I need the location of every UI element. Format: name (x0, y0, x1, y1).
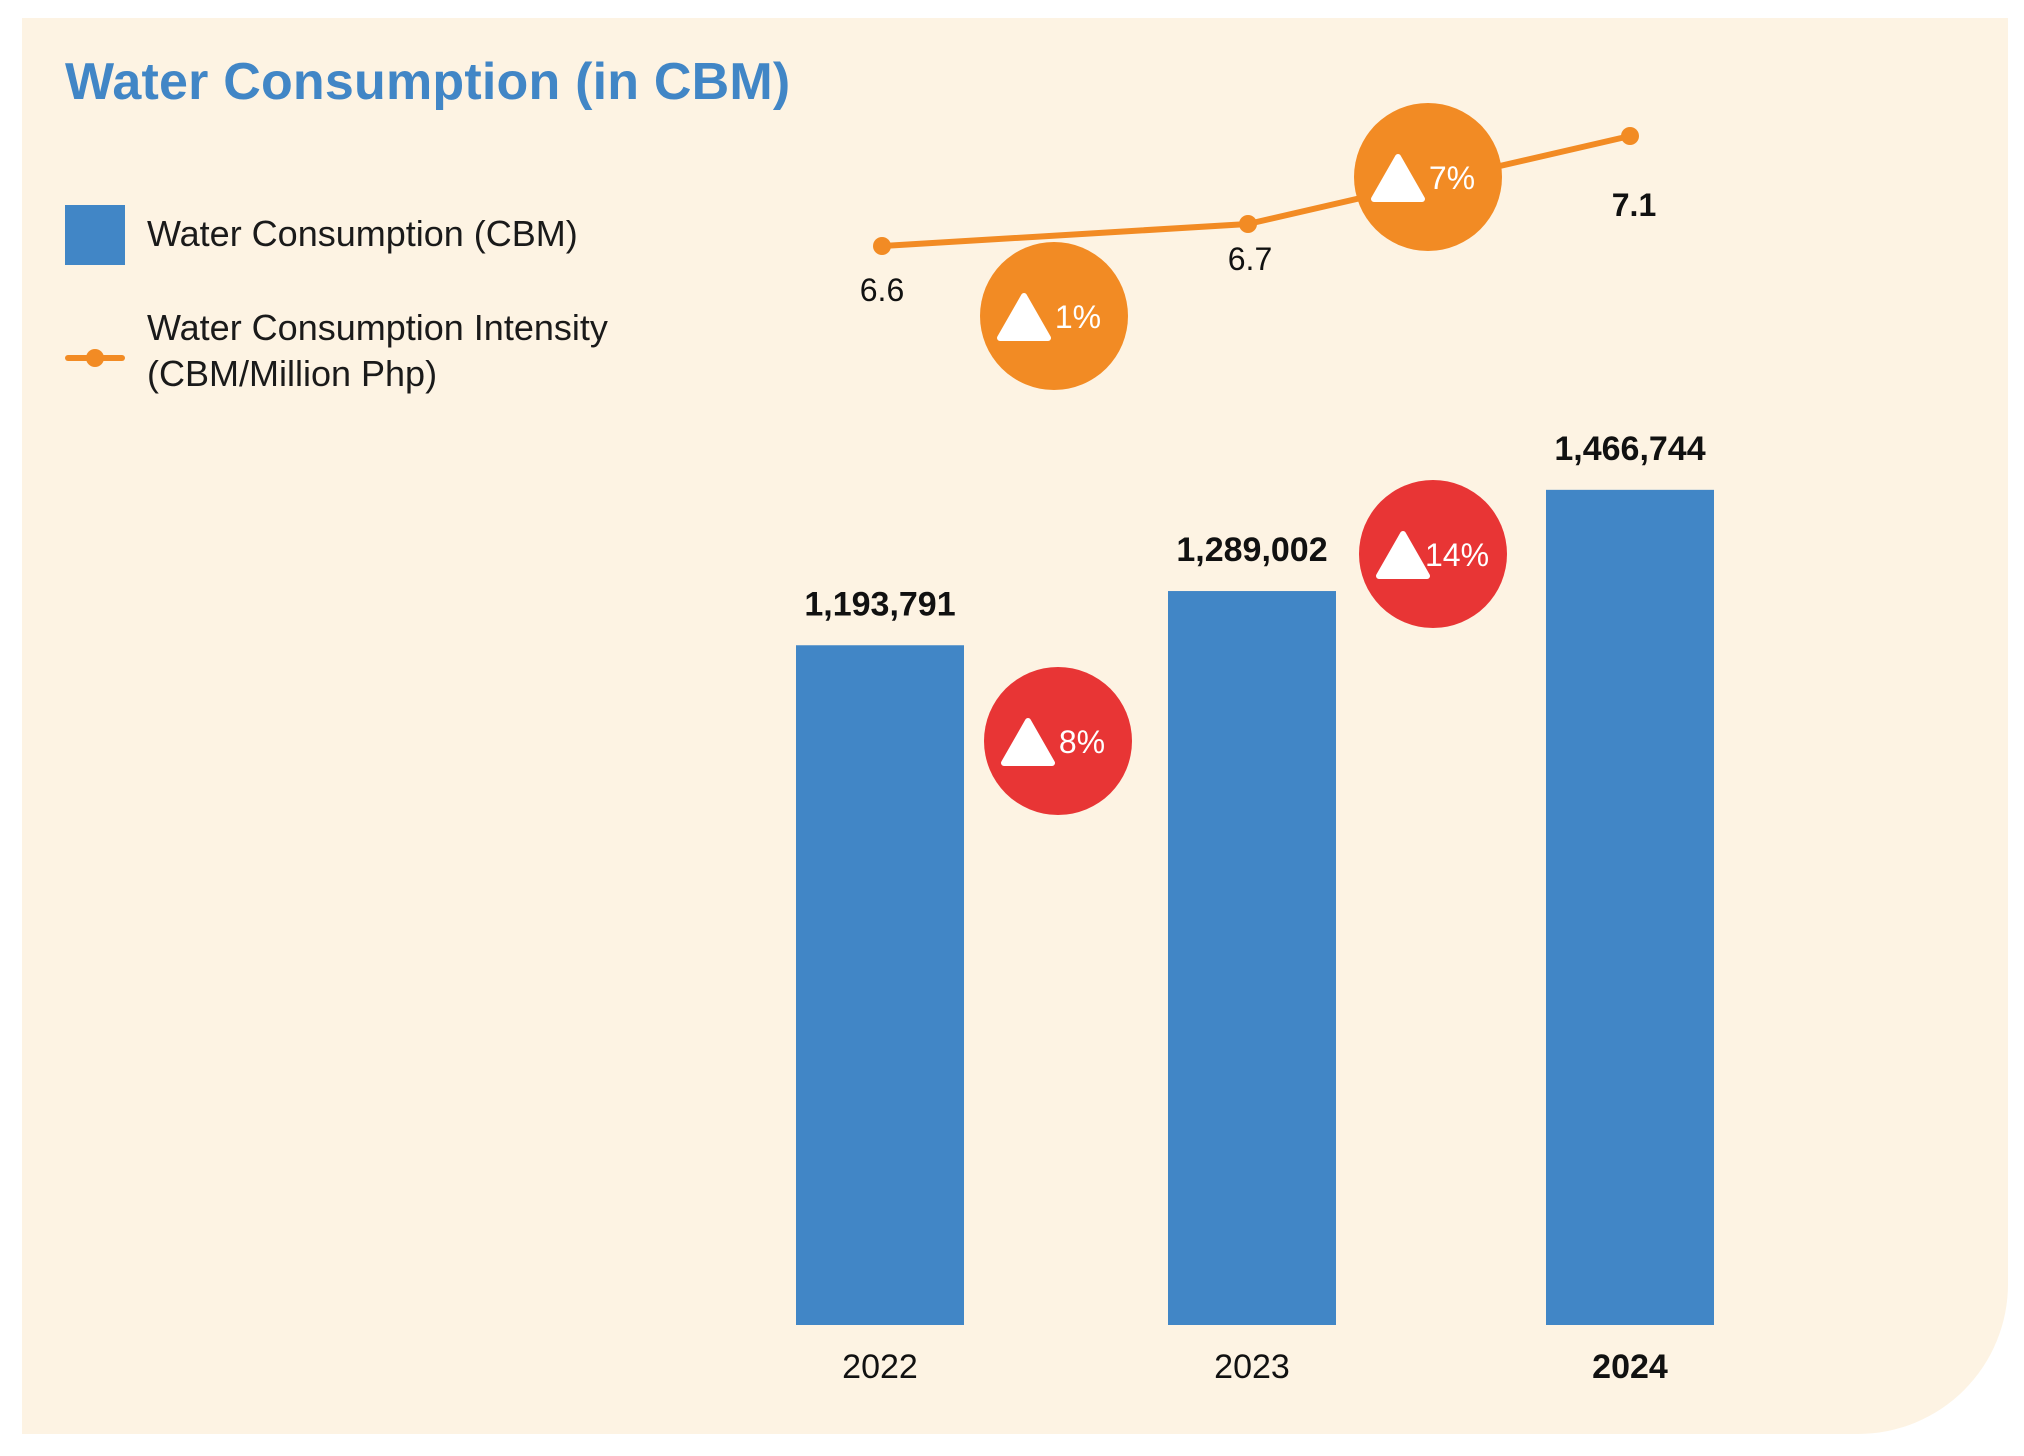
intensity-change-badge-2024 (1354, 103, 1502, 251)
bar-2023 (1168, 591, 1336, 1325)
legend-bar-swatch (65, 205, 125, 265)
bar-change-badge-2024-up-arrow-icon (1376, 531, 1430, 579)
bar-2022 (796, 645, 964, 1325)
bar-value-label-2024: 1,466,744 (1554, 430, 1705, 468)
intensity-change-badge-2024-up-arrow-icon (1371, 154, 1425, 202)
legend-item-line: Water Consumption Intensity (CBM/Million… (65, 305, 608, 397)
bar-change-badge-2024 (1359, 480, 1507, 628)
intensity-change-badge-2023-up-arrow-icon (997, 293, 1051, 341)
intensity-point-2022 (873, 237, 891, 255)
bar-change-badge-2024-label: 14% (1425, 537, 1489, 573)
bar-change-badge-2023-up-arrow-icon (1001, 718, 1055, 766)
intensity-change-badge-2023-label: 1% (1055, 299, 1101, 335)
intensity-label-2024: 7.1 (1612, 187, 1656, 223)
bar-change-badge-2023-label: 8% (1059, 724, 1105, 760)
legend-line-label: Water Consumption Intensity (CBM/Million… (147, 307, 608, 394)
intensity-label-2022: 6.6 (860, 272, 904, 308)
intensity-label-2023: 6.7 (1228, 241, 1272, 277)
bar-value-label-2023: 1,289,002 (1176, 531, 1327, 569)
bar-2024 (1546, 489, 1714, 1326)
bar-value-label-2022: 1,193,791 (804, 585, 955, 623)
x-tick-label-2022: 2022 (842, 1348, 918, 1386)
intensity-line (879, 133, 1633, 249)
legend-bar-label: Water Consumption (CBM) (147, 213, 578, 254)
chart-title: Water Consumption (in CBM) (65, 53, 791, 111)
intensity-point-2024 (1621, 127, 1639, 145)
intensity-point-2023 (1239, 215, 1257, 233)
legend-line-swatch (65, 305, 125, 367)
intensity-change-badge-2023 (980, 242, 1128, 390)
bar-change-badge-2023 (984, 667, 1132, 815)
x-tick-label-2023: 2023 (1214, 1348, 1290, 1386)
legend-item-bar: Water Consumption (CBM) (65, 205, 578, 265)
intensity-change-badge-2024-label: 7% (1429, 160, 1475, 196)
x-tick-label-2024: 2024 (1592, 1348, 1668, 1386)
